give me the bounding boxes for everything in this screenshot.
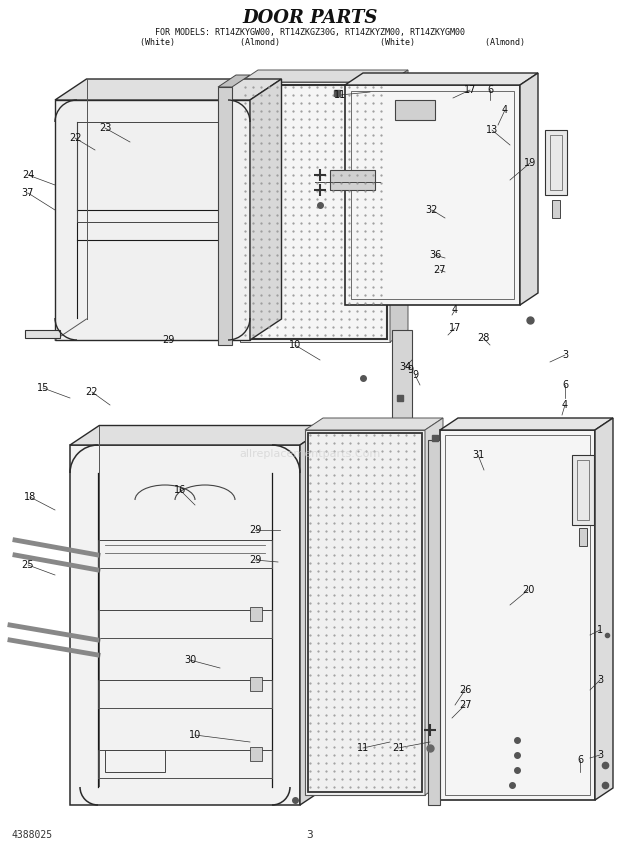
Polygon shape bbox=[345, 85, 520, 305]
Polygon shape bbox=[440, 418, 613, 430]
Polygon shape bbox=[305, 430, 425, 795]
Text: 20: 20 bbox=[522, 585, 534, 595]
Text: 37: 37 bbox=[22, 188, 34, 198]
Text: FOR MODELS: RT14ZKYGW00, RT14ZKGZ30G, RT14ZKYZM00, RT14ZKYGM00: FOR MODELS: RT14ZKYGW00, RT14ZKGZ30G, RT… bbox=[155, 27, 465, 37]
Polygon shape bbox=[250, 677, 262, 691]
Polygon shape bbox=[240, 82, 390, 342]
Polygon shape bbox=[305, 418, 443, 430]
Text: 1: 1 bbox=[597, 625, 603, 635]
Text: 13: 13 bbox=[486, 125, 498, 135]
Polygon shape bbox=[55, 100, 250, 340]
Text: allreplacementparts.Com: allreplacementparts.Com bbox=[239, 449, 381, 459]
Text: 4: 4 bbox=[452, 305, 458, 315]
Text: 11: 11 bbox=[357, 743, 369, 753]
Text: 15: 15 bbox=[37, 383, 49, 393]
Text: 29: 29 bbox=[249, 555, 261, 565]
Text: 3: 3 bbox=[597, 675, 603, 685]
Polygon shape bbox=[552, 200, 560, 218]
Polygon shape bbox=[218, 87, 232, 345]
Text: 17: 17 bbox=[464, 85, 476, 95]
Polygon shape bbox=[425, 418, 443, 795]
Text: 32: 32 bbox=[426, 205, 438, 215]
Text: 10: 10 bbox=[189, 730, 201, 740]
Polygon shape bbox=[240, 70, 408, 82]
Text: 22: 22 bbox=[69, 133, 81, 143]
Text: 4: 4 bbox=[562, 400, 568, 410]
Text: 34: 34 bbox=[399, 362, 411, 372]
Polygon shape bbox=[395, 100, 435, 120]
Polygon shape bbox=[250, 607, 262, 621]
Text: 9: 9 bbox=[407, 365, 413, 375]
Polygon shape bbox=[345, 73, 538, 85]
Polygon shape bbox=[250, 79, 281, 340]
Text: 27: 27 bbox=[434, 265, 446, 275]
Polygon shape bbox=[428, 440, 440, 805]
Polygon shape bbox=[250, 747, 262, 761]
Text: 29: 29 bbox=[249, 525, 261, 535]
Polygon shape bbox=[595, 418, 613, 800]
Text: 28: 28 bbox=[477, 333, 489, 343]
Text: 6: 6 bbox=[562, 380, 568, 390]
Text: 6: 6 bbox=[577, 755, 583, 765]
Text: 27: 27 bbox=[459, 700, 471, 710]
Text: 31: 31 bbox=[472, 450, 484, 460]
Text: 3: 3 bbox=[597, 750, 603, 760]
Polygon shape bbox=[70, 425, 329, 445]
Polygon shape bbox=[70, 445, 300, 805]
Text: 25: 25 bbox=[22, 560, 34, 570]
Text: 11: 11 bbox=[334, 90, 346, 100]
Polygon shape bbox=[330, 170, 375, 190]
Text: 3: 3 bbox=[562, 350, 568, 360]
Polygon shape bbox=[392, 330, 412, 460]
Polygon shape bbox=[390, 70, 408, 342]
Text: 4: 4 bbox=[502, 105, 508, 115]
Text: 19: 19 bbox=[524, 158, 536, 168]
Polygon shape bbox=[300, 425, 329, 805]
Text: 30: 30 bbox=[184, 655, 196, 665]
Text: 4388025: 4388025 bbox=[12, 830, 53, 840]
Text: 18: 18 bbox=[24, 492, 36, 502]
Text: 22: 22 bbox=[86, 387, 98, 397]
Text: 21: 21 bbox=[392, 743, 404, 753]
Text: 24: 24 bbox=[22, 170, 34, 180]
Text: (White)             (Almond)                    (White)              (Almond): (White) (Almond) (White) (Almond) bbox=[95, 38, 525, 46]
Text: 10: 10 bbox=[289, 340, 301, 350]
Text: 9: 9 bbox=[412, 370, 418, 380]
Polygon shape bbox=[520, 73, 538, 305]
Text: 29: 29 bbox=[162, 335, 174, 345]
Polygon shape bbox=[218, 75, 250, 87]
Polygon shape bbox=[55, 79, 281, 100]
Polygon shape bbox=[545, 130, 567, 195]
Text: 16: 16 bbox=[174, 485, 186, 495]
Text: DOOR PARTS: DOOR PARTS bbox=[242, 9, 378, 27]
Polygon shape bbox=[440, 430, 595, 800]
Text: 26: 26 bbox=[459, 685, 471, 695]
Text: 23: 23 bbox=[99, 123, 111, 133]
Text: 6: 6 bbox=[487, 85, 493, 95]
Polygon shape bbox=[579, 528, 587, 546]
Polygon shape bbox=[25, 330, 60, 338]
Text: 3: 3 bbox=[307, 830, 313, 840]
Text: 17: 17 bbox=[449, 323, 461, 333]
Text: 36: 36 bbox=[429, 250, 441, 260]
Polygon shape bbox=[572, 455, 594, 525]
